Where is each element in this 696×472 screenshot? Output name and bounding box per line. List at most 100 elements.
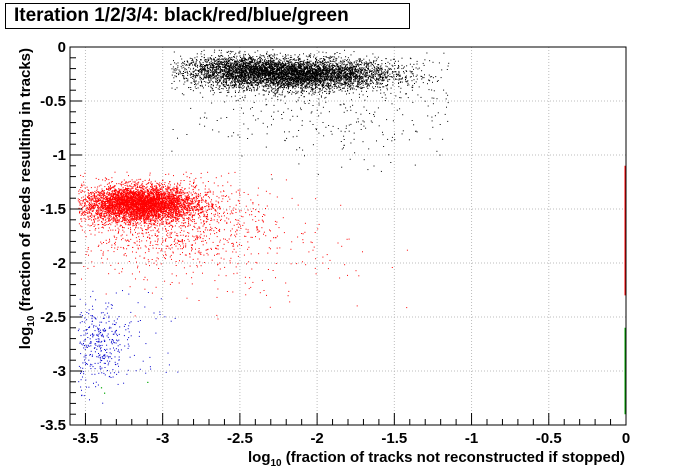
data-point [325,84,327,86]
data-point [271,90,273,92]
data-point [242,84,244,86]
data-point [288,64,290,66]
data-point [258,67,260,68]
data-point [423,77,425,79]
data-point [201,72,202,73]
data-point [208,77,210,79]
data-point [326,78,328,80]
data-point [289,65,291,67]
data-point [405,80,407,82]
data-point [303,69,305,71]
data-point [322,81,324,83]
data-point [331,68,333,70]
data-point [250,68,251,69]
data-point [187,78,189,80]
data-point [361,61,362,63]
data-point [349,86,351,88]
data-point [343,66,345,68]
data-point [261,68,263,70]
data-point [226,76,228,78]
data-point [301,65,303,67]
data-point [331,70,333,72]
data-point [345,71,346,73]
data-point [298,81,300,83]
data-point [263,72,265,73]
data-point [264,77,266,79]
data-point [356,71,358,73]
data-point [241,80,243,82]
data-point [432,81,433,83]
data-point [264,62,266,64]
data-point [358,84,360,86]
data-point [252,87,254,88]
data-point [352,73,354,75]
data-point [296,79,298,81]
data-point [325,67,327,69]
data-point [203,75,205,77]
data-point [279,77,281,79]
data-point [205,77,207,79]
data-point [280,85,282,87]
data-point [293,78,295,80]
data-point [363,62,365,64]
data-point [405,75,407,77]
data-point [353,82,355,84]
data-point [280,60,282,61]
data-point [334,76,336,78]
data-point [301,80,303,82]
data-point [274,62,276,64]
data-point [347,59,349,61]
data-point [292,69,294,71]
data-point [374,78,376,80]
data-point [299,71,301,73]
data-point [287,69,289,71]
data-point [324,78,326,80]
data-point [341,84,343,86]
data-point [421,76,423,77]
data-point [393,58,395,60]
data-point [295,90,297,92]
data-point [218,85,220,87]
data-point [286,79,288,81]
data-point [190,89,192,90]
data-point [266,52,267,54]
data-point [349,72,351,74]
data-point [270,69,272,71]
data-point [282,61,284,63]
data-point [183,75,185,77]
data-point [327,73,329,75]
data-point [279,52,281,54]
data-point [339,80,341,82]
data-point [228,87,230,89]
data-point [220,52,222,54]
data-point [267,74,269,76]
data-point [265,81,267,83]
data-point [322,61,324,63]
data-point [350,87,352,89]
data-point [285,70,287,72]
data-point [275,79,277,81]
data-point [307,69,309,71]
data-point [287,65,289,67]
data-point [351,65,353,67]
data-point [372,71,374,73]
data-point [255,84,257,86]
data-point [293,67,294,69]
data-point [303,63,305,65]
data-point [339,72,341,74]
data-point [224,65,226,67]
data-point [297,75,299,77]
data-point [220,78,222,80]
data-point [233,80,235,82]
data-point [361,76,363,78]
data-point [286,73,288,75]
data-point [368,62,370,64]
data-point [347,61,349,63]
data-point [318,91,320,93]
data-point [264,66,266,68]
data-point [342,87,344,89]
data-point [317,67,319,69]
data-point [182,65,184,66]
data-point [270,65,272,67]
data-point [319,61,321,62]
